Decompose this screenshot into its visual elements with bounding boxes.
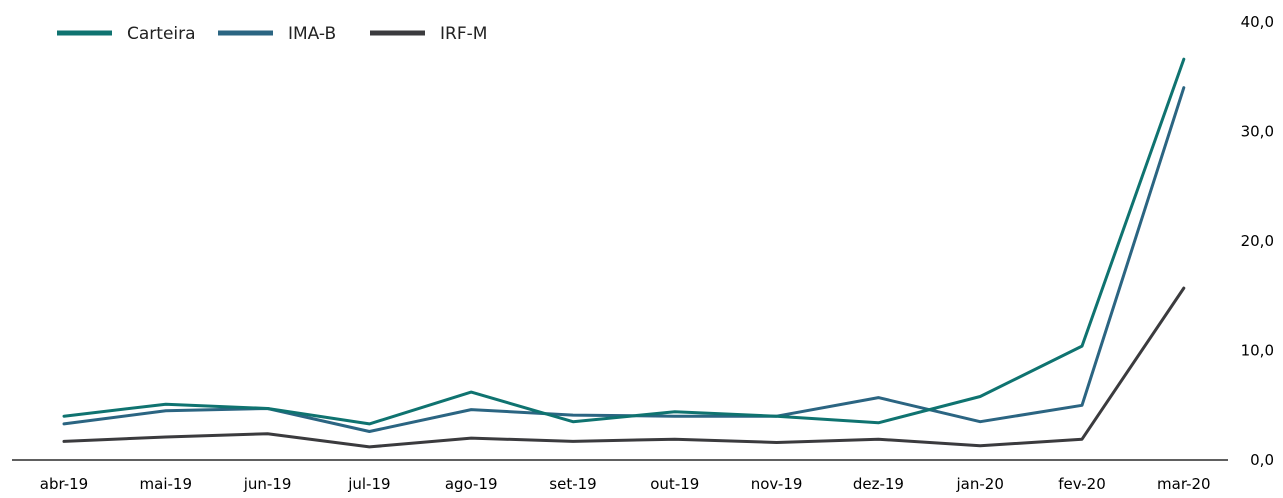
- x-tick-label: jan-20: [956, 475, 1004, 493]
- x-tick-label: jul-19: [347, 475, 390, 493]
- y-tick-label: 30,0: [1241, 123, 1274, 141]
- x-tick-label: out-19: [650, 475, 699, 493]
- y-tick-label: 0,0: [1250, 451, 1274, 469]
- series-line-irf-m: [62, 286, 1186, 449]
- y-tick-label: 40,0: [1241, 13, 1274, 31]
- x-tick-label: abr-19: [40, 475, 88, 493]
- series-line-carteira: [62, 57, 1186, 426]
- y-tick-label: 10,0: [1241, 342, 1274, 360]
- legend-label: IMA-B: [288, 24, 336, 44]
- x-tick-label: mar-20: [1157, 475, 1211, 493]
- y-tick-label: 20,0: [1241, 232, 1274, 250]
- x-tick-label: nov-19: [751, 475, 803, 493]
- x-tick-label: jun-19: [243, 475, 292, 493]
- legend-label: IRF-M: [440, 24, 487, 44]
- x-tick-label: fev-20: [1058, 475, 1105, 493]
- legend-label: Carteira: [127, 24, 196, 44]
- x-tick-label: mai-19: [140, 475, 192, 493]
- x-tick-label: dez-19: [853, 475, 904, 493]
- x-tick-label: set-19: [549, 475, 596, 493]
- x-tick-label: ago-19: [445, 475, 498, 493]
